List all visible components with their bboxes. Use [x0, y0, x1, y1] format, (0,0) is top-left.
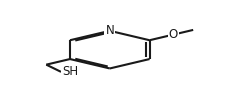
Text: N: N [105, 24, 114, 37]
Text: SH: SH [62, 65, 78, 78]
Text: O: O [168, 28, 177, 41]
